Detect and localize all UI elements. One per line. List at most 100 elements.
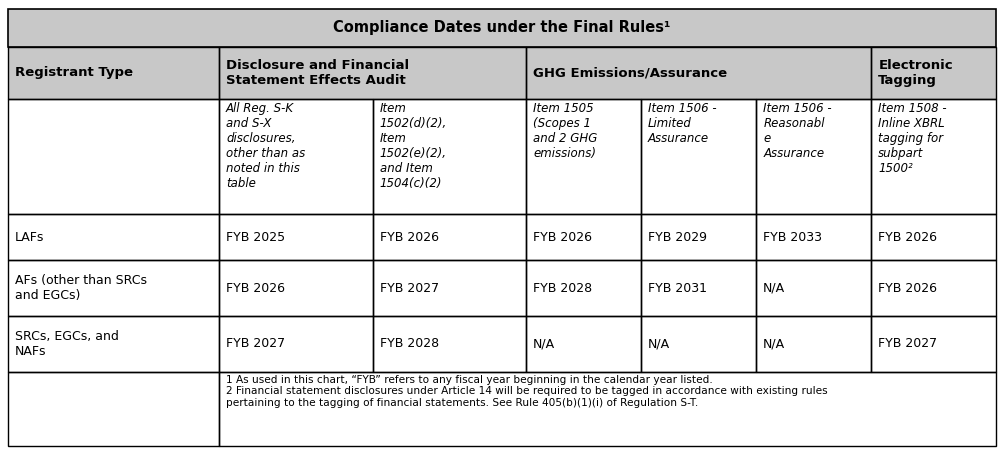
Bar [641,215,755,260]
Bar [641,260,755,316]
Bar [8,215,219,260]
Text: SRCs, EGCs, and
NAFs: SRCs, EGCs, and NAFs [15,330,118,358]
Bar [8,9,995,47]
Bar [755,260,871,316]
Text: FYB 2027: FYB 2027 [878,337,937,350]
Bar [372,260,526,316]
Bar [219,99,372,215]
Text: FYB 2026: FYB 2026 [379,231,438,244]
Bar [641,99,755,215]
Bar [219,316,372,372]
Bar [219,215,372,260]
Bar [526,47,871,99]
Bar [8,9,995,47]
Bar [871,215,995,260]
Text: N/A: N/A [533,337,555,350]
Text: All Reg. S-K
and S-X
disclosures,
other than as
noted in this
table: All Reg. S-K and S-X disclosures, other … [226,102,305,190]
Text: N/A: N/A [762,282,784,295]
Text: Registrant Type: Registrant Type [15,66,133,79]
Bar [641,316,755,372]
Bar [8,260,219,316]
Text: FYB 2027: FYB 2027 [379,282,438,295]
Bar [641,260,755,316]
Bar [755,316,871,372]
Bar [8,316,219,372]
Bar [219,260,372,316]
Bar [372,99,526,215]
Bar [526,47,871,99]
Text: FYB 2027: FYB 2027 [226,337,285,350]
Bar [871,47,995,99]
Bar [526,260,641,316]
Bar [8,47,219,99]
Bar [755,260,871,316]
Text: Item 1508 -
Inline XBRL
tagging for
subpart
1500²: Item 1508 - Inline XBRL tagging for subp… [878,102,946,175]
Text: FYB 2026: FYB 2026 [533,231,592,244]
Text: FYB 2031: FYB 2031 [648,282,706,295]
Bar [219,99,372,215]
Bar [526,99,641,215]
Text: FYB 2026: FYB 2026 [226,282,285,295]
Bar [372,316,526,372]
Bar [871,316,995,372]
Bar [219,215,372,260]
Bar [871,215,995,260]
Bar [755,99,871,215]
Bar [8,372,219,446]
Bar [219,372,995,446]
Bar [219,47,526,99]
Text: Electronic
Tagging: Electronic Tagging [878,59,952,87]
Bar [871,316,995,372]
Bar [755,316,871,372]
Text: FYB 2025: FYB 2025 [226,231,285,244]
Text: Compliance Dates under the Final Rules¹: Compliance Dates under the Final Rules¹ [333,20,670,36]
Text: FYB 2033: FYB 2033 [762,231,821,244]
Text: FYB 2026: FYB 2026 [878,231,937,244]
Bar [8,47,219,99]
Text: Item 1506 -
Reasonabl
e
Assurance: Item 1506 - Reasonabl e Assurance [762,102,831,160]
Bar [8,215,219,260]
Bar [8,99,219,215]
Bar [871,260,995,316]
Text: FYB 2029: FYB 2029 [648,231,706,244]
Bar [526,215,641,260]
Text: Disclosure and Financial
Statement Effects Audit: Disclosure and Financial Statement Effec… [226,59,409,87]
Bar [526,260,641,316]
Bar [641,215,755,260]
Bar [8,260,219,316]
Bar [219,372,995,446]
Bar [372,215,526,260]
Bar [526,316,641,372]
Text: FYB 2026: FYB 2026 [878,282,937,295]
Bar [526,316,641,372]
Text: FYB 2028: FYB 2028 [379,337,438,350]
Bar [372,260,526,316]
Text: Item
1502(d)(2),
Item
1502(e)(2),
and Item
1504(c)(2): Item 1502(d)(2), Item 1502(e)(2), and It… [379,102,446,190]
Bar [372,215,526,260]
Text: N/A: N/A [762,337,784,350]
Text: GHG Emissions/Assurance: GHG Emissions/Assurance [533,66,726,79]
Text: FYB 2028: FYB 2028 [533,282,592,295]
Bar [219,260,372,316]
Bar [755,99,871,215]
Text: Item 1506 -
Limited
Assurance: Item 1506 - Limited Assurance [648,102,716,145]
Text: Item 1505
(Scopes 1
and 2 GHG
emissions): Item 1505 (Scopes 1 and 2 GHG emissions) [533,102,597,160]
Bar [641,99,755,215]
Bar [871,260,995,316]
Text: AFs (other than SRCs
and EGCs): AFs (other than SRCs and EGCs) [15,274,146,302]
Bar [641,316,755,372]
Bar [871,99,995,215]
Text: 1 As used in this chart, “FYB” refers to any fiscal year beginning in the calend: 1 As used in this chart, “FYB” refers to… [226,375,826,408]
Bar [8,99,219,215]
Bar [8,316,219,372]
Bar [871,47,995,99]
Bar [755,215,871,260]
Bar [8,372,219,446]
Bar [526,215,641,260]
Bar [219,47,526,99]
Bar [755,215,871,260]
Bar [372,99,526,215]
Bar [526,99,641,215]
Bar [871,99,995,215]
Bar [372,316,526,372]
